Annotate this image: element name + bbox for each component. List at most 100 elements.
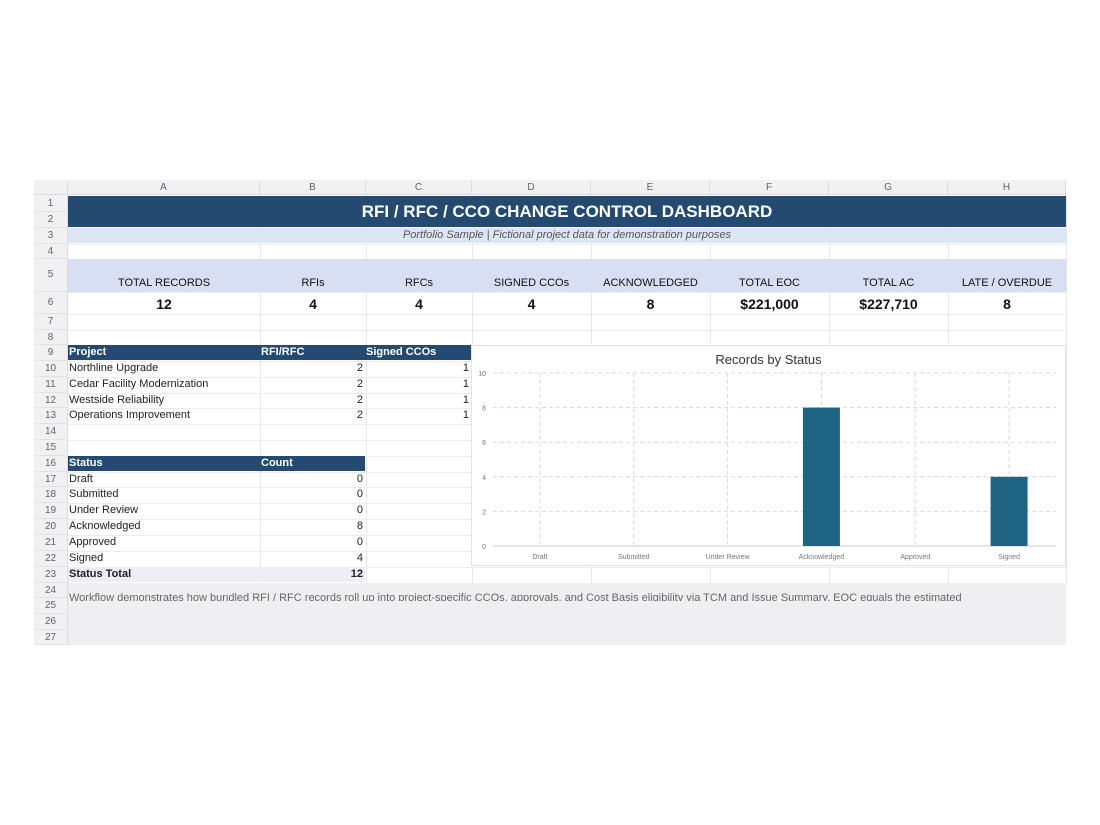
- grid-line: [68, 292, 1066, 293]
- column-header-e[interactable]: E: [591, 180, 710, 195]
- project-name-cell[interactable]: Cedar Facility Modernization: [69, 378, 209, 390]
- status-total-label[interactable]: Status Total: [69, 568, 132, 580]
- column-header-c[interactable]: C: [366, 180, 472, 195]
- status-name-cell[interactable]: Acknowledged: [69, 520, 141, 532]
- kpi-value[interactable]: 4: [309, 296, 317, 312]
- column-header-d[interactable]: D: [472, 180, 591, 195]
- column-header-h[interactable]: H: [948, 180, 1066, 195]
- kpi-value[interactable]: 8: [1003, 296, 1011, 312]
- kpi-band: [68, 259, 1066, 292]
- row-header-4[interactable]: 4: [34, 244, 68, 259]
- row-header-18[interactable]: 18: [34, 487, 68, 503]
- rfi-rfc-cell[interactable]: 2: [356, 394, 363, 406]
- status-name-cell[interactable]: Signed: [69, 552, 104, 564]
- kpi-label: LATE / OVERDUE: [961, 277, 1053, 289]
- kpi-value[interactable]: 4: [527, 296, 536, 312]
- chart-x-tick-label: Approved: [900, 554, 930, 561]
- row-header-21[interactable]: 21: [34, 535, 68, 551]
- project-table-header: [68, 345, 471, 360]
- status-name-cell[interactable]: Draft: [69, 473, 93, 485]
- status-count-cell[interactable]: 4: [356, 552, 363, 564]
- records-by-status-chart[interactable]: Records by Status 0 2 4 6 8 10 Draft Submitted U…: [471, 345, 1066, 566]
- chart-plot: 0 2 4 6 8 10 Draft Submitted Under Review Acknowl…: [478, 371, 1056, 561]
- row-header-9[interactable]: 9: [34, 345, 68, 361]
- status-name-cell[interactable]: Submitted: [69, 488, 119, 500]
- row-header-6[interactable]: 6: [34, 292, 68, 314]
- status-count-cell[interactable]: 0: [356, 536, 363, 548]
- rfi-rfc-header-label: RFI/RFC: [261, 346, 305, 358]
- status-name-cell[interactable]: Approved: [69, 536, 117, 548]
- row-header-15[interactable]: 15: [34, 440, 68, 456]
- chart-bar-acknowledged[interactable]: [802, 407, 840, 546]
- signed-ccos-cell[interactable]: 1: [462, 362, 469, 374]
- column-header-b[interactable]: B: [260, 180, 366, 195]
- row-header-10[interactable]: 10: [34, 361, 68, 377]
- kpi-label: ACKNOWLEDGED: [603, 277, 698, 289]
- rfi-rfc-cell[interactable]: 2: [356, 362, 363, 374]
- kpi-value[interactable]: 12: [156, 296, 172, 312]
- row-header-26[interactable]: 26: [34, 614, 68, 630]
- grid-line: [1066, 195, 1067, 583]
- row-header-8[interactable]: 8: [34, 330, 68, 345]
- row-header-16[interactable]: 16: [34, 456, 68, 472]
- row-header-25[interactable]: 25: [34, 598, 68, 614]
- row-header-17[interactable]: 17: [34, 472, 68, 487]
- kpi-value[interactable]: 8: [646, 296, 655, 312]
- status-count-cell[interactable]: 0: [356, 473, 363, 485]
- kpi-value[interactable]: 4: [415, 296, 423, 312]
- row-header-11[interactable]: 11: [34, 377, 68, 393]
- row-header-23[interactable]: 23: [34, 567, 68, 583]
- status-header-label: Status: [69, 457, 103, 469]
- chart-x-tick-label: Submitted: [618, 554, 650, 561]
- row-header-24[interactable]: 24: [34, 583, 68, 598]
- row-header-2[interactable]: 2: [34, 212, 68, 228]
- rfi-rfc-cell[interactable]: 2: [356, 409, 363, 421]
- project-name-cell[interactable]: Westside Reliability: [69, 394, 165, 406]
- kpi-label: TOTAL RECORDS: [117, 277, 211, 289]
- chart-x-tick-label: Draft: [532, 554, 547, 561]
- grid-line: [260, 195, 261, 583]
- chart-x-tick-label: Acknowledged: [799, 554, 845, 561]
- row-header-13[interactable]: 13: [34, 408, 68, 424]
- signed-ccos-cell[interactable]: 1: [462, 378, 469, 390]
- signed-ccos-cell[interactable]: 1: [462, 409, 469, 421]
- row-header-20[interactable]: 20: [34, 519, 68, 535]
- signed-ccos-cell[interactable]: 1: [462, 394, 469, 406]
- column-header-a[interactable]: A: [68, 180, 260, 195]
- project-name-cell[interactable]: Northline Upgrade: [69, 362, 159, 374]
- status-count-cell[interactable]: 0: [356, 504, 363, 516]
- kpi-label: TOTAL AC: [862, 277, 915, 289]
- grid-line: [68, 314, 1066, 315]
- select-all-corner[interactable]: [34, 180, 68, 195]
- kpi-value[interactable]: $227,710: [859, 296, 918, 312]
- notes-area[interactable]: [68, 583, 1066, 645]
- kpi-value[interactable]: $221,000: [740, 296, 799, 312]
- row-header-14[interactable]: 14: [34, 424, 68, 440]
- row-header-19[interactable]: 19: [34, 503, 68, 519]
- row-header-5[interactable]: 5: [34, 259, 68, 292]
- project-name-cell[interactable]: Operations Improvement: [69, 409, 191, 421]
- status-name-cell[interactable]: Under Review: [69, 504, 139, 516]
- row-header-7[interactable]: 7: [34, 314, 68, 330]
- chart-title: Records by Status: [715, 352, 822, 367]
- status-count-cell[interactable]: 0: [356, 488, 363, 500]
- signed-ccos-header-label: Signed CCOs: [366, 346, 437, 358]
- grid-line: [68, 567, 1066, 568]
- status-count-cell[interactable]: 8: [356, 520, 363, 532]
- project-header-label: Project: [69, 346, 107, 358]
- column-header-g[interactable]: G: [829, 180, 948, 195]
- row-header-1[interactable]: 1: [34, 195, 68, 212]
- chart-bar-signed[interactable]: [990, 476, 1028, 546]
- rfi-rfc-cell[interactable]: 2: [356, 378, 363, 390]
- column-header-f[interactable]: F: [710, 180, 829, 195]
- row-header-27[interactable]: 27: [34, 630, 68, 645]
- row-header-22[interactable]: 22: [34, 551, 68, 567]
- row-header-3[interactable]: 3: [34, 228, 68, 244]
- dashboard-title: RFI / RFC / CCO CHANGE CONTROL DASHBOARD: [68, 196, 1066, 227]
- row-header-12[interactable]: 12: [34, 393, 68, 408]
- chart-y-tick-label: 10: [478, 371, 486, 378]
- kpi-label: TOTAL EOC: [739, 277, 800, 289]
- status-total-value[interactable]: 12: [350, 568, 363, 580]
- grid-line: [68, 330, 1066, 331]
